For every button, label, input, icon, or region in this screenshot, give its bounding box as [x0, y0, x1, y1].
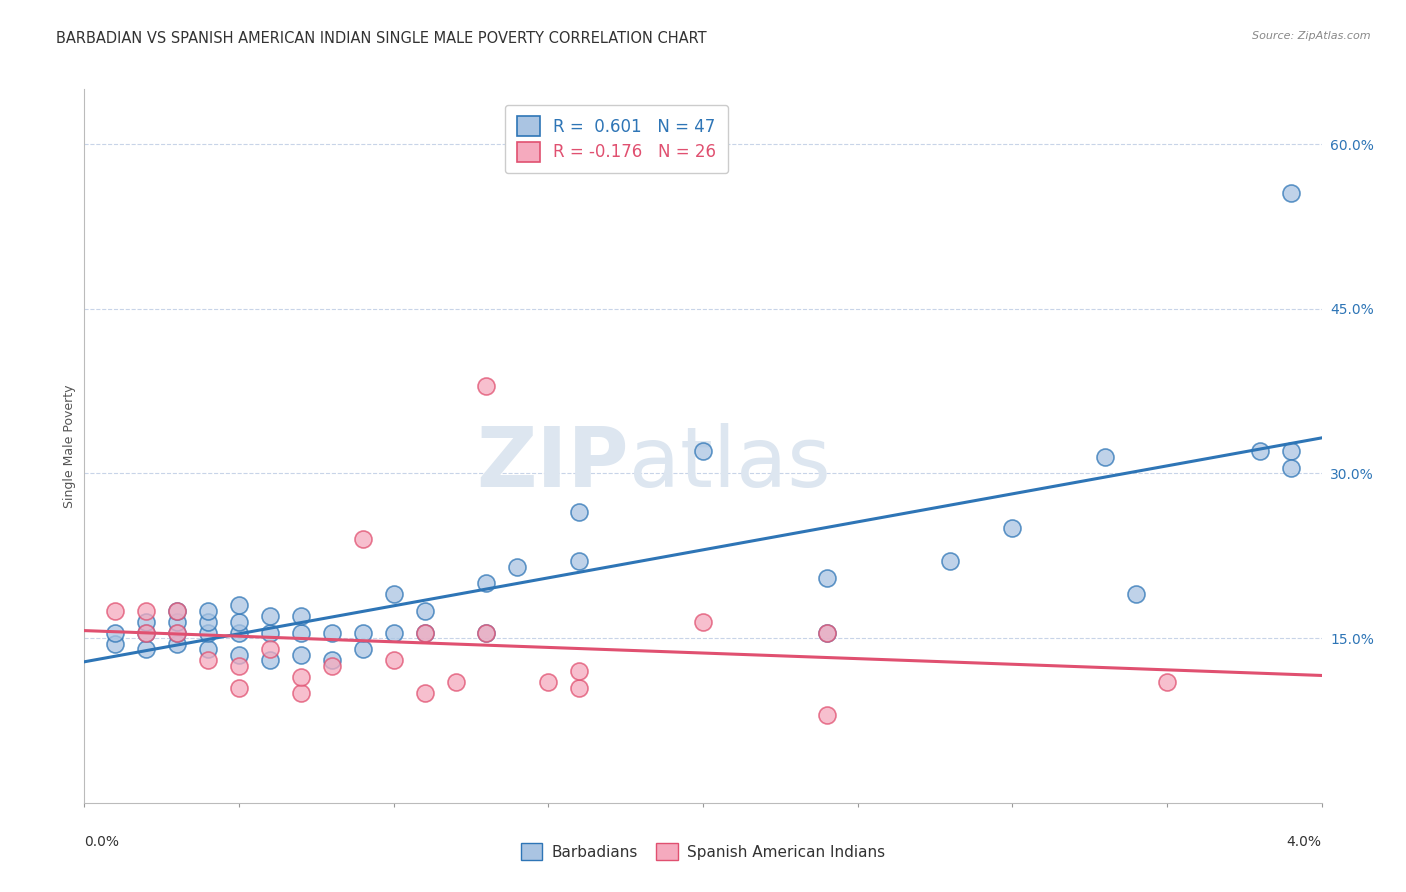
Point	[197, 642, 219, 657]
Point	[475, 576, 498, 591]
Point	[413, 625, 436, 640]
Point	[166, 625, 188, 640]
Point	[321, 653, 343, 667]
Point	[444, 675, 467, 690]
Point	[939, 554, 962, 568]
Point	[815, 625, 838, 640]
Point	[475, 625, 498, 640]
Point	[475, 625, 498, 640]
Point	[197, 625, 219, 640]
Point	[135, 625, 157, 640]
Point	[135, 642, 157, 657]
Point	[382, 625, 405, 640]
Point	[537, 675, 560, 690]
Point	[1094, 450, 1116, 464]
Point	[135, 625, 157, 640]
Text: Source: ZipAtlas.com: Source: ZipAtlas.com	[1253, 31, 1371, 41]
Y-axis label: Single Male Poverty: Single Male Poverty	[63, 384, 76, 508]
Point	[228, 615, 250, 629]
Point	[290, 686, 312, 700]
Point	[475, 378, 498, 392]
Point	[197, 604, 219, 618]
Point	[815, 708, 838, 723]
Point	[1156, 675, 1178, 690]
Point	[104, 637, 127, 651]
Point	[382, 587, 405, 601]
Legend: Barbadians, Spanish American Indians: Barbadians, Spanish American Indians	[515, 837, 891, 866]
Point	[815, 625, 838, 640]
Point	[166, 604, 188, 618]
Point	[1279, 461, 1302, 475]
Point	[228, 598, 250, 612]
Point	[290, 648, 312, 662]
Point	[815, 571, 838, 585]
Text: BARBADIAN VS SPANISH AMERICAN INDIAN SINGLE MALE POVERTY CORRELATION CHART: BARBADIAN VS SPANISH AMERICAN INDIAN SIN…	[56, 31, 707, 46]
Point	[259, 625, 281, 640]
Text: ZIP: ZIP	[477, 424, 628, 504]
Point	[568, 505, 591, 519]
Point	[290, 609, 312, 624]
Point	[259, 653, 281, 667]
Point	[568, 681, 591, 695]
Point	[352, 533, 374, 547]
Point	[166, 637, 188, 651]
Point	[166, 625, 188, 640]
Point	[290, 669, 312, 683]
Point	[321, 658, 343, 673]
Point	[1279, 186, 1302, 201]
Point	[413, 686, 436, 700]
Point	[104, 625, 127, 640]
Point	[104, 604, 127, 618]
Point	[506, 559, 529, 574]
Point	[321, 625, 343, 640]
Point	[1125, 587, 1147, 601]
Point	[568, 664, 591, 678]
Point	[228, 681, 250, 695]
Point	[135, 604, 157, 618]
Point	[692, 444, 714, 458]
Point	[259, 642, 281, 657]
Point	[568, 554, 591, 568]
Point	[413, 604, 436, 618]
Point	[197, 653, 219, 667]
Text: atlas: atlas	[628, 424, 831, 504]
Point	[228, 625, 250, 640]
Point	[413, 625, 436, 640]
Point	[1279, 444, 1302, 458]
Point	[352, 625, 374, 640]
Point	[259, 609, 281, 624]
Point	[1249, 444, 1271, 458]
Point	[197, 615, 219, 629]
Point	[135, 615, 157, 629]
Text: 4.0%: 4.0%	[1286, 835, 1322, 849]
Point	[228, 658, 250, 673]
Point	[352, 642, 374, 657]
Point	[166, 615, 188, 629]
Text: 0.0%: 0.0%	[84, 835, 120, 849]
Point	[692, 615, 714, 629]
Point	[1001, 521, 1024, 535]
Point	[228, 648, 250, 662]
Point	[166, 604, 188, 618]
Point	[290, 625, 312, 640]
Point	[382, 653, 405, 667]
